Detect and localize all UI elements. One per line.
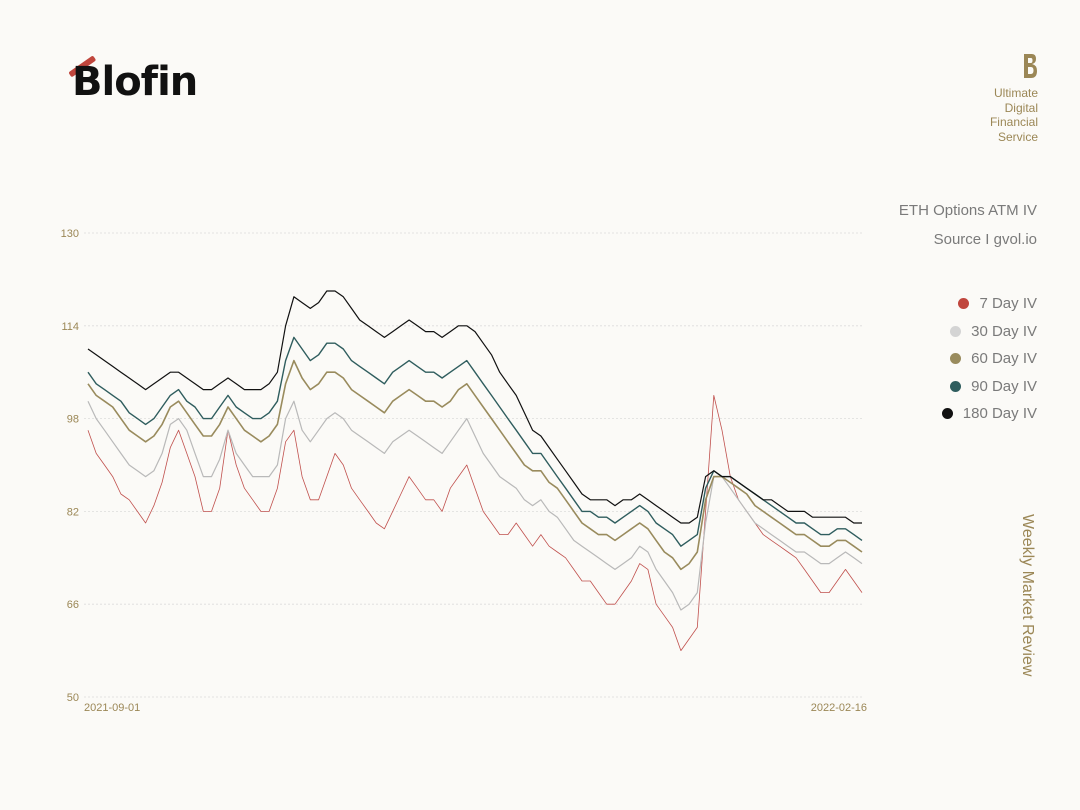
legend-swatch: [958, 298, 970, 310]
legend-label: 180 Day IV: [962, 405, 1037, 423]
y-tick-label: 98: [67, 414, 79, 426]
series-line: [87, 336, 863, 547]
chart-legend: 7 Day IV 30 Day IV 60 Day IV 90 Day IV 1…: [941, 290, 1037, 428]
legend-swatch: [941, 408, 953, 420]
tagline-line: Financial: [989, 115, 1038, 129]
chart-source: Source I gvol.io: [933, 231, 1037, 248]
legend-item: 7 Day IV: [942, 290, 1037, 318]
tagline-line: Service: [997, 129, 1038, 144]
series-line: [87, 400, 863, 611]
series-line: [87, 359, 863, 571]
y-tick-label: 66: [67, 599, 79, 611]
y-tick-label: 50: [67, 692, 79, 704]
legend-label: 60 Day IV: [971, 350, 1037, 368]
chart-title: ETH Options ATM IV: [898, 202, 1037, 219]
tagline-line: Digital: [1004, 100, 1038, 115]
legend-swatch: [950, 353, 962, 365]
side-label: Weekly Market Review: [1019, 514, 1036, 677]
brand-logo: Blofin: [72, 59, 198, 105]
legend-item: 90 Day IV: [942, 373, 1037, 401]
tagline-line: Ultimate: [993, 86, 1038, 100]
legend-swatch: [950, 380, 962, 392]
y-tick-label: 114: [61, 321, 79, 333]
y-tick-label: 82: [67, 506, 79, 518]
x-tick-label: 2022-02-16: [811, 702, 867, 714]
legend-label: 90 Day IV: [971, 377, 1037, 395]
legend-swatch: [950, 325, 962, 337]
brand-mark-icon: [1024, 54, 1037, 78]
legend-item: 30 Day IV: [942, 318, 1037, 346]
series-line: [87, 394, 863, 651]
tagline: Ultimate Digital Financial Service: [990, 86, 1038, 144]
legend-label: 30 Day IV: [971, 322, 1037, 340]
legend-label: 7 Day IV: [979, 295, 1037, 313]
legend-item: 180 Day IV: [941, 400, 1037, 428]
x-tick-label: 2021-09-01: [84, 702, 140, 714]
series-line: [87, 290, 862, 524]
legend-item: 60 Day IV: [942, 345, 1037, 373]
y-tick-label: 130: [61, 228, 79, 240]
